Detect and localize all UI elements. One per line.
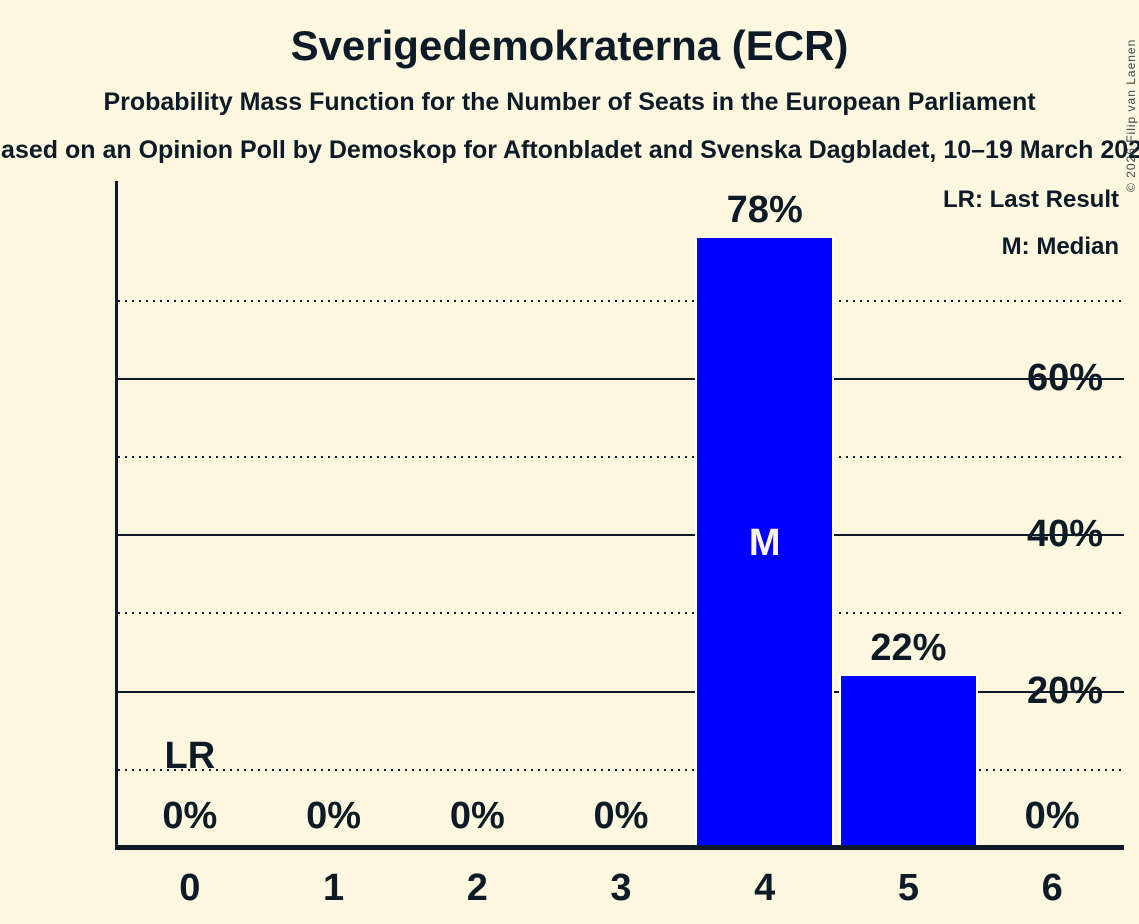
x-axis-tick-label: 0 xyxy=(179,867,201,909)
bar-value-label: 0% xyxy=(162,795,218,837)
gridline-dotted-30 xyxy=(118,612,1124,615)
gridline-solid-60 xyxy=(118,377,1124,380)
median-marker: M xyxy=(748,522,781,565)
y-axis-tick-label: 20% xyxy=(1026,669,1103,712)
gridline-solid-20 xyxy=(118,690,1124,693)
y-axis-tick-label: 60% xyxy=(1026,356,1103,399)
bar-value-label: 0% xyxy=(449,795,505,837)
legend-last-result: LR: Last Result xyxy=(942,186,1119,213)
bar-seats-5 xyxy=(838,675,978,848)
gridline-dotted-70 xyxy=(118,299,1124,302)
gridline-dotted-50 xyxy=(118,456,1124,459)
bar-seats-4 xyxy=(695,238,835,848)
bar-value-label: 22% xyxy=(870,626,947,669)
y-axis-line xyxy=(115,181,118,850)
chart-source-line: Based on an Opinion Poll by Demoskop for… xyxy=(0,136,1139,164)
y-axis-tick-label: 40% xyxy=(1026,513,1103,556)
legend-median: M: Median xyxy=(1001,233,1119,260)
x-axis-tick-label: 4 xyxy=(754,867,776,909)
x-axis-tick-label: 5 xyxy=(897,867,919,909)
bar-value-label: 0% xyxy=(593,795,649,837)
x-axis-line xyxy=(115,845,1124,850)
chart-legend: LR: Last Result M: Median xyxy=(943,185,1119,262)
gridline-solid-40 xyxy=(118,534,1124,537)
bar-value-label: 78% xyxy=(726,189,803,232)
x-axis-tick-label: 2 xyxy=(466,867,488,909)
x-axis-tick-label: 3 xyxy=(610,867,632,909)
last-result-marker: LR xyxy=(164,734,216,777)
x-axis-tick-label: 6 xyxy=(1041,867,1063,909)
bar-value-label: 0% xyxy=(306,795,362,837)
chart-subtitle: Probability Mass Function for the Number… xyxy=(103,88,1036,116)
chart-title: Sverigedemokraterna (ECR) xyxy=(290,22,849,69)
bar-value-label: 0% xyxy=(1024,795,1080,837)
gridline-dotted-10 xyxy=(118,768,1124,771)
x-axis-tick-label: 1 xyxy=(322,867,345,909)
